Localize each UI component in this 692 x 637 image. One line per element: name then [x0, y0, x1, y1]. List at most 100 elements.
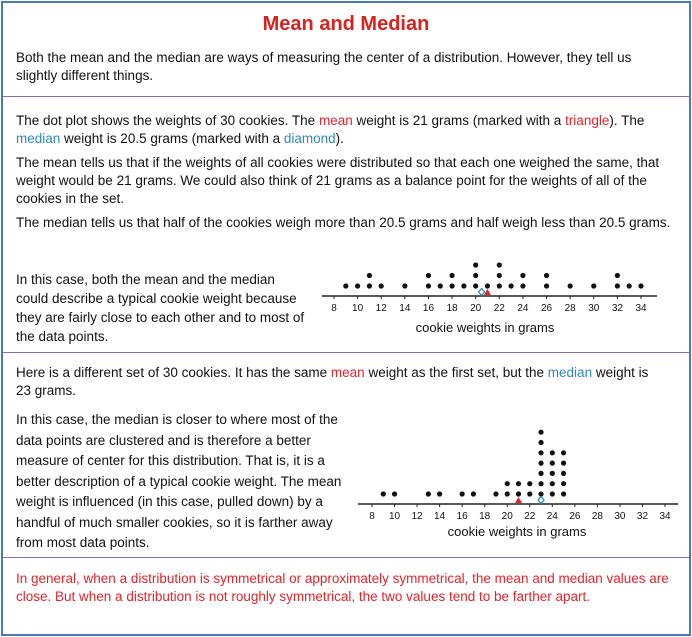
dot-plot: 8 10 12 14 16 18 20 22 24 26 28 30 32 34 cookie weight… — [322, 262, 657, 335]
mean-triangle — [515, 497, 522, 503]
dot — [437, 283, 443, 289]
dot — [538, 470, 544, 476]
dot — [626, 283, 632, 289]
x-tick-label: 24 — [517, 303, 529, 314]
dot — [515, 481, 522, 487]
text-run: diamond — [283, 131, 336, 146]
x-tick-label: 18 — [447, 303, 459, 314]
text-run: ). The — [609, 113, 645, 128]
dot — [638, 283, 644, 289]
mean-triangle — [484, 289, 491, 295]
x-tick-label: 16 — [423, 303, 435, 314]
dot — [380, 491, 386, 497]
x-tick-label: 14 — [399, 303, 411, 314]
x-tick-label: 32 — [637, 511, 649, 522]
dot — [461, 283, 467, 289]
text-run: ). — [335, 131, 344, 146]
x-tick-label: 20 — [470, 303, 482, 314]
x-tick-label: 28 — [592, 511, 604, 522]
x-tick-label: 34 — [635, 303, 647, 314]
paragraph: Here is a different set of 30 cookies. I… — [16, 364, 666, 400]
dot — [543, 272, 550, 279]
dot — [520, 283, 526, 289]
dot — [560, 470, 567, 476]
x-tick-label: 20 — [502, 511, 514, 522]
dot — [425, 283, 432, 289]
dot — [504, 491, 510, 497]
divider — [3, 96, 689, 97]
dot — [538, 491, 544, 497]
x-tick-label: 8 — [369, 511, 375, 522]
text-run: The dot plot shows the weights of 30 coo… — [16, 113, 319, 128]
text-run: median — [547, 365, 593, 380]
dot — [560, 491, 567, 497]
dot — [614, 283, 620, 289]
x-tick-label: 22 — [524, 511, 536, 522]
x-tick-label: 16 — [457, 511, 469, 522]
text-run: median — [16, 131, 61, 146]
dot — [538, 460, 544, 466]
dot — [484, 283, 491, 289]
title: Mean and Median — [262, 13, 430, 35]
divider — [3, 352, 689, 353]
dot — [549, 481, 555, 487]
median-diamond — [537, 495, 545, 505]
text-run: The median tells us that half of the coo… — [16, 215, 671, 230]
text-run: mean — [330, 365, 365, 380]
dot — [549, 460, 555, 466]
x-tick-label: 28 — [565, 303, 577, 314]
x-tick-label: 10 — [352, 303, 364, 314]
text-run: weight is 23 grams. — [16, 365, 649, 398]
x-tick-label: 22 — [494, 303, 506, 314]
dot — [459, 491, 465, 497]
text-run: weight is 20.5 grams (marked with a — [60, 131, 284, 146]
text-run: triangle — [565, 113, 610, 128]
section-2-text: Here is a different set of 30 cookies. I… — [16, 364, 666, 406]
paragraph: The dot plot shows the weights of 30 coo… — [16, 112, 678, 148]
dot — [343, 283, 349, 289]
dot — [366, 283, 373, 289]
x-axis-label: cookie weights in grams — [416, 320, 555, 335]
dot — [493, 491, 499, 497]
dot — [449, 272, 455, 279]
dot — [538, 481, 544, 487]
intro: Both the mean and the median are ways of… — [16, 50, 632, 83]
dot — [549, 450, 555, 456]
conclusion: In general, when a distribution is symme… — [16, 571, 669, 604]
divider — [3, 557, 689, 558]
side-text: In this case, both the mean and the medi… — [16, 272, 305, 344]
x-tick-label: 26 — [541, 303, 553, 314]
dot — [560, 460, 567, 466]
dot — [402, 283, 408, 289]
dot — [496, 283, 502, 289]
dot — [378, 283, 384, 289]
dot — [520, 272, 526, 279]
dot — [425, 491, 431, 497]
dot — [473, 262, 479, 268]
dot — [549, 491, 555, 497]
dot — [527, 491, 533, 497]
text-run: mean — [318, 113, 353, 128]
dot — [538, 439, 544, 446]
text-run: Here is a different set of 30 cookies. I… — [16, 365, 331, 380]
dot — [515, 491, 522, 497]
dot — [437, 491, 443, 497]
x-tick-label: 24 — [547, 511, 559, 522]
dot — [614, 272, 620, 279]
x-tick-label: 26 — [569, 511, 581, 522]
dot — [560, 450, 567, 456]
paragraph: The mean tells us that if the weights of… — [16, 154, 678, 208]
x-tick-label: 32 — [612, 303, 624, 314]
x-tick-label: 18 — [479, 511, 491, 522]
x-axis-label: cookie weights in grams — [448, 524, 587, 539]
text-run: weight as the first set, but the — [364, 365, 548, 380]
dot — [538, 429, 544, 435]
text-run: The mean tells us that if the weights of… — [16, 155, 660, 206]
dot — [473, 283, 479, 289]
dot — [567, 283, 573, 289]
dot — [470, 491, 477, 497]
dot — [391, 491, 398, 497]
text-run: weight is 21 grams (marked with a — [352, 113, 566, 128]
